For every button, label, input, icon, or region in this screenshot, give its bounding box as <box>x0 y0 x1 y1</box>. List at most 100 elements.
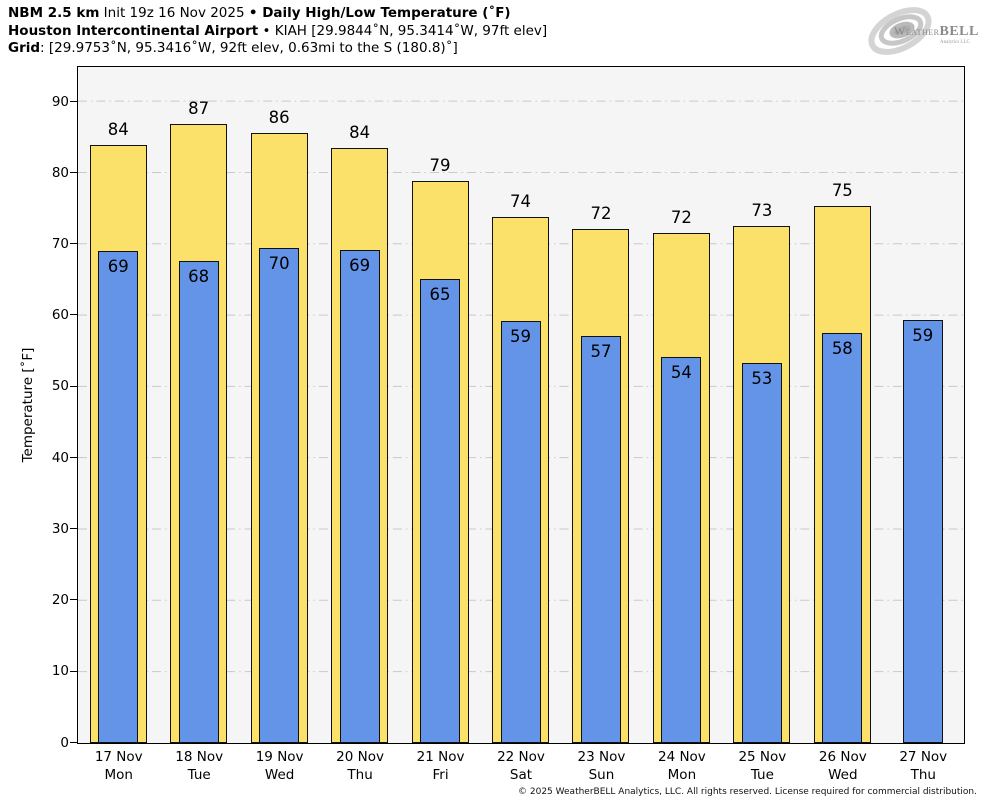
x-tick-label: 23 Nov Sun <box>561 748 641 784</box>
y-tick-mark <box>70 243 77 245</box>
logo-wordmark: WeatherBELL <box>894 24 978 39</box>
y-tick-label: 0 <box>60 734 69 751</box>
x-tick-day: Thu <box>910 767 936 783</box>
high-value-label: 84 <box>107 120 129 140</box>
bar-low <box>178 260 219 743</box>
high-value-label: 73 <box>751 200 773 220</box>
chart-plot-area: 84 69 87 68 86 70 84 69 79 65 74 59 72 57 72 54 73 53 75 58… <box>77 66 965 744</box>
x-tick-day: Mon <box>667 767 697 783</box>
x-tick-date: 22 Nov <box>497 749 545 765</box>
x-tick-day: Mon <box>104 767 133 783</box>
bar-low <box>661 356 702 743</box>
high-value-label: 74 <box>510 191 531 211</box>
high-value-label: 86 <box>268 107 290 127</box>
x-tick-day: Sat <box>509 767 533 783</box>
x-tick-day: Tue <box>187 767 211 783</box>
bullet-separator: • <box>248 5 258 21</box>
x-tick-label: 17 Nov Mon <box>79 748 159 784</box>
bar-low <box>98 250 139 743</box>
x-tick-label: 18 Nov Tue <box>159 748 239 784</box>
x-tick-date: 17 Nov <box>94 749 143 765</box>
y-tick-label: 20 <box>51 592 69 609</box>
low-value-label: 58 <box>831 338 853 358</box>
x-tick-date: 24 Nov <box>657 749 706 765</box>
y-tick-label: 10 <box>51 663 69 680</box>
y-tick-label: 70 <box>51 235 69 252</box>
y-tick-label: 30 <box>51 520 69 537</box>
bar-low <box>822 332 863 743</box>
hurricane-swirl-icon <box>868 7 932 55</box>
x-tick-date: 19 Nov <box>255 749 304 765</box>
logo-subtitle: Analytics LLC <box>940 40 971 45</box>
x-tick-day: Wed <box>828 767 858 783</box>
bullet-separator: • <box>258 22 275 39</box>
x-tick-date: 25 Nov <box>738 749 787 765</box>
high-value-label: 75 <box>831 181 853 200</box>
title-line-3: Grid: [29.9753˚N, 95.3416˚W, 92ft elev, … <box>8 40 547 58</box>
x-tick-label: 24 Nov Mon <box>642 748 722 784</box>
grid-label: Grid <box>8 40 41 56</box>
high-value-label: 72 <box>670 208 692 228</box>
x-tick-date: 18 Nov <box>175 749 224 765</box>
y-tick-mark <box>70 385 77 387</box>
y-tick-label: 40 <box>51 449 69 466</box>
station-name: Houston Intercontinental Airport <box>8 22 259 39</box>
low-value-label: 53 <box>751 368 773 388</box>
x-tick-date: 21 Nov <box>416 749 465 765</box>
x-tick-label: 22 Nov Sat <box>481 748 561 784</box>
bar-low <box>741 362 782 743</box>
x-tick-day: Fri <box>432 767 449 783</box>
bar-low <box>420 279 461 743</box>
y-tick-mark <box>70 314 77 316</box>
x-tick-day: Thu <box>347 767 373 783</box>
x-tick-label: 21 Nov Fri <box>400 748 480 784</box>
model-name: NBM 2.5 km <box>8 5 100 21</box>
chart-header: NBM 2.5 km Init 19z 16 Nov 2025 • Daily … <box>8 5 547 58</box>
y-tick-label: 90 <box>51 93 69 110</box>
y-tick-label: 50 <box>51 378 69 395</box>
low-value-label: 69 <box>107 256 129 276</box>
high-value-label: 79 <box>429 156 451 176</box>
bar-low <box>580 336 621 743</box>
low-value-label: 54 <box>670 362 692 382</box>
x-tick-label: 19 Nov Wed <box>239 748 319 784</box>
y-tick-label: 80 <box>51 164 69 181</box>
station-meta: KIAH [29.9844˚N, 95.3414˚W, 97ft elev] <box>274 22 548 39</box>
y-tick-label: 60 <box>51 307 69 324</box>
low-value-label: 59 <box>510 326 531 346</box>
x-tick-day: Sun <box>588 767 615 783</box>
title-line-1: NBM 2.5 km Init 19z 16 Nov 2025 • Daily … <box>8 5 547 23</box>
low-value-label: 68 <box>188 266 210 286</box>
bar-low <box>259 248 300 743</box>
y-tick-mark <box>70 670 77 672</box>
grid-meta: : [29.9753˚N, 95.3416˚W, 92ft elev, 0.63… <box>40 40 458 56</box>
low-value-label: 65 <box>429 285 451 305</box>
y-tick-mark <box>70 100 77 102</box>
high-value-label: 87 <box>188 99 210 119</box>
low-value-label: 57 <box>590 342 612 362</box>
bar-low <box>902 319 943 743</box>
weatherbell-logo: WeatherBELL Analytics LLC <box>868 7 978 55</box>
x-tick-day: Wed <box>264 767 295 783</box>
init-time: Init 19z 16 Nov 2025 <box>99 5 249 21</box>
y-tick-mark <box>70 741 77 743</box>
copyright-notice: © 2025 WeatherBELL Analytics, LLC. All r… <box>518 787 977 797</box>
x-tick-label: 26 Nov Wed <box>803 748 883 784</box>
x-tick-label: 20 Nov Thu <box>320 748 400 784</box>
bar-low <box>339 250 380 743</box>
x-tick-date: 26 Nov <box>818 749 867 765</box>
bar-low <box>500 320 541 743</box>
x-tick-label: 25 Nov Tue <box>722 748 802 784</box>
low-value-label: 59 <box>912 325 934 345</box>
high-value-label: 84 <box>349 122 371 142</box>
y-tick-mark <box>70 171 77 173</box>
y-tick-mark <box>70 528 77 530</box>
x-tick-date: 20 Nov <box>336 749 384 765</box>
high-value-label: 72 <box>590 203 612 223</box>
x-tick-date: 23 Nov <box>577 749 626 765</box>
x-tick-day: Tue <box>750 767 774 783</box>
y-tick-mark <box>70 456 77 458</box>
product-title: Daily High/Low Temperature (˚F) <box>257 5 511 21</box>
x-tick-label: 27 Nov Thu <box>883 748 963 784</box>
